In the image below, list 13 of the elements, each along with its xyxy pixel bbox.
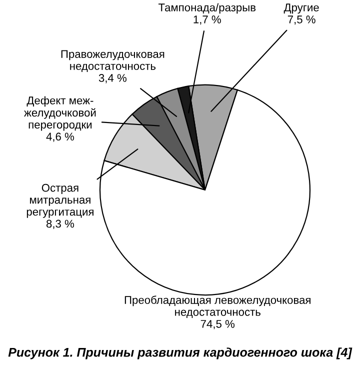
text: Рисунок 1. Причины развития кардиогенного шока [4] <box>8 348 352 360</box>
data-label: 74,5 % <box>200 320 235 330</box>
data-label: 7,5 % <box>288 16 316 25</box>
slice-label: Другие <box>284 4 319 14</box>
data-label: 3,4 % <box>98 74 126 84</box>
slice-label: Преобладающая левожелудочковая недостаточность <box>124 296 310 318</box>
slice-label: Дефект меж- желудочковой перегородки <box>24 96 96 131</box>
slice-label: Острая митральная регургитация <box>26 184 94 218</box>
slice-label: Правожелудочковая недостаточность <box>61 50 164 72</box>
data-label: 8,3 % <box>46 220 74 229</box>
slice-label: Тампонада/разрыв <box>158 3 256 14</box>
data-label: 4,6 % <box>46 132 74 142</box>
data-label: 1,7 % <box>194 16 221 25</box>
